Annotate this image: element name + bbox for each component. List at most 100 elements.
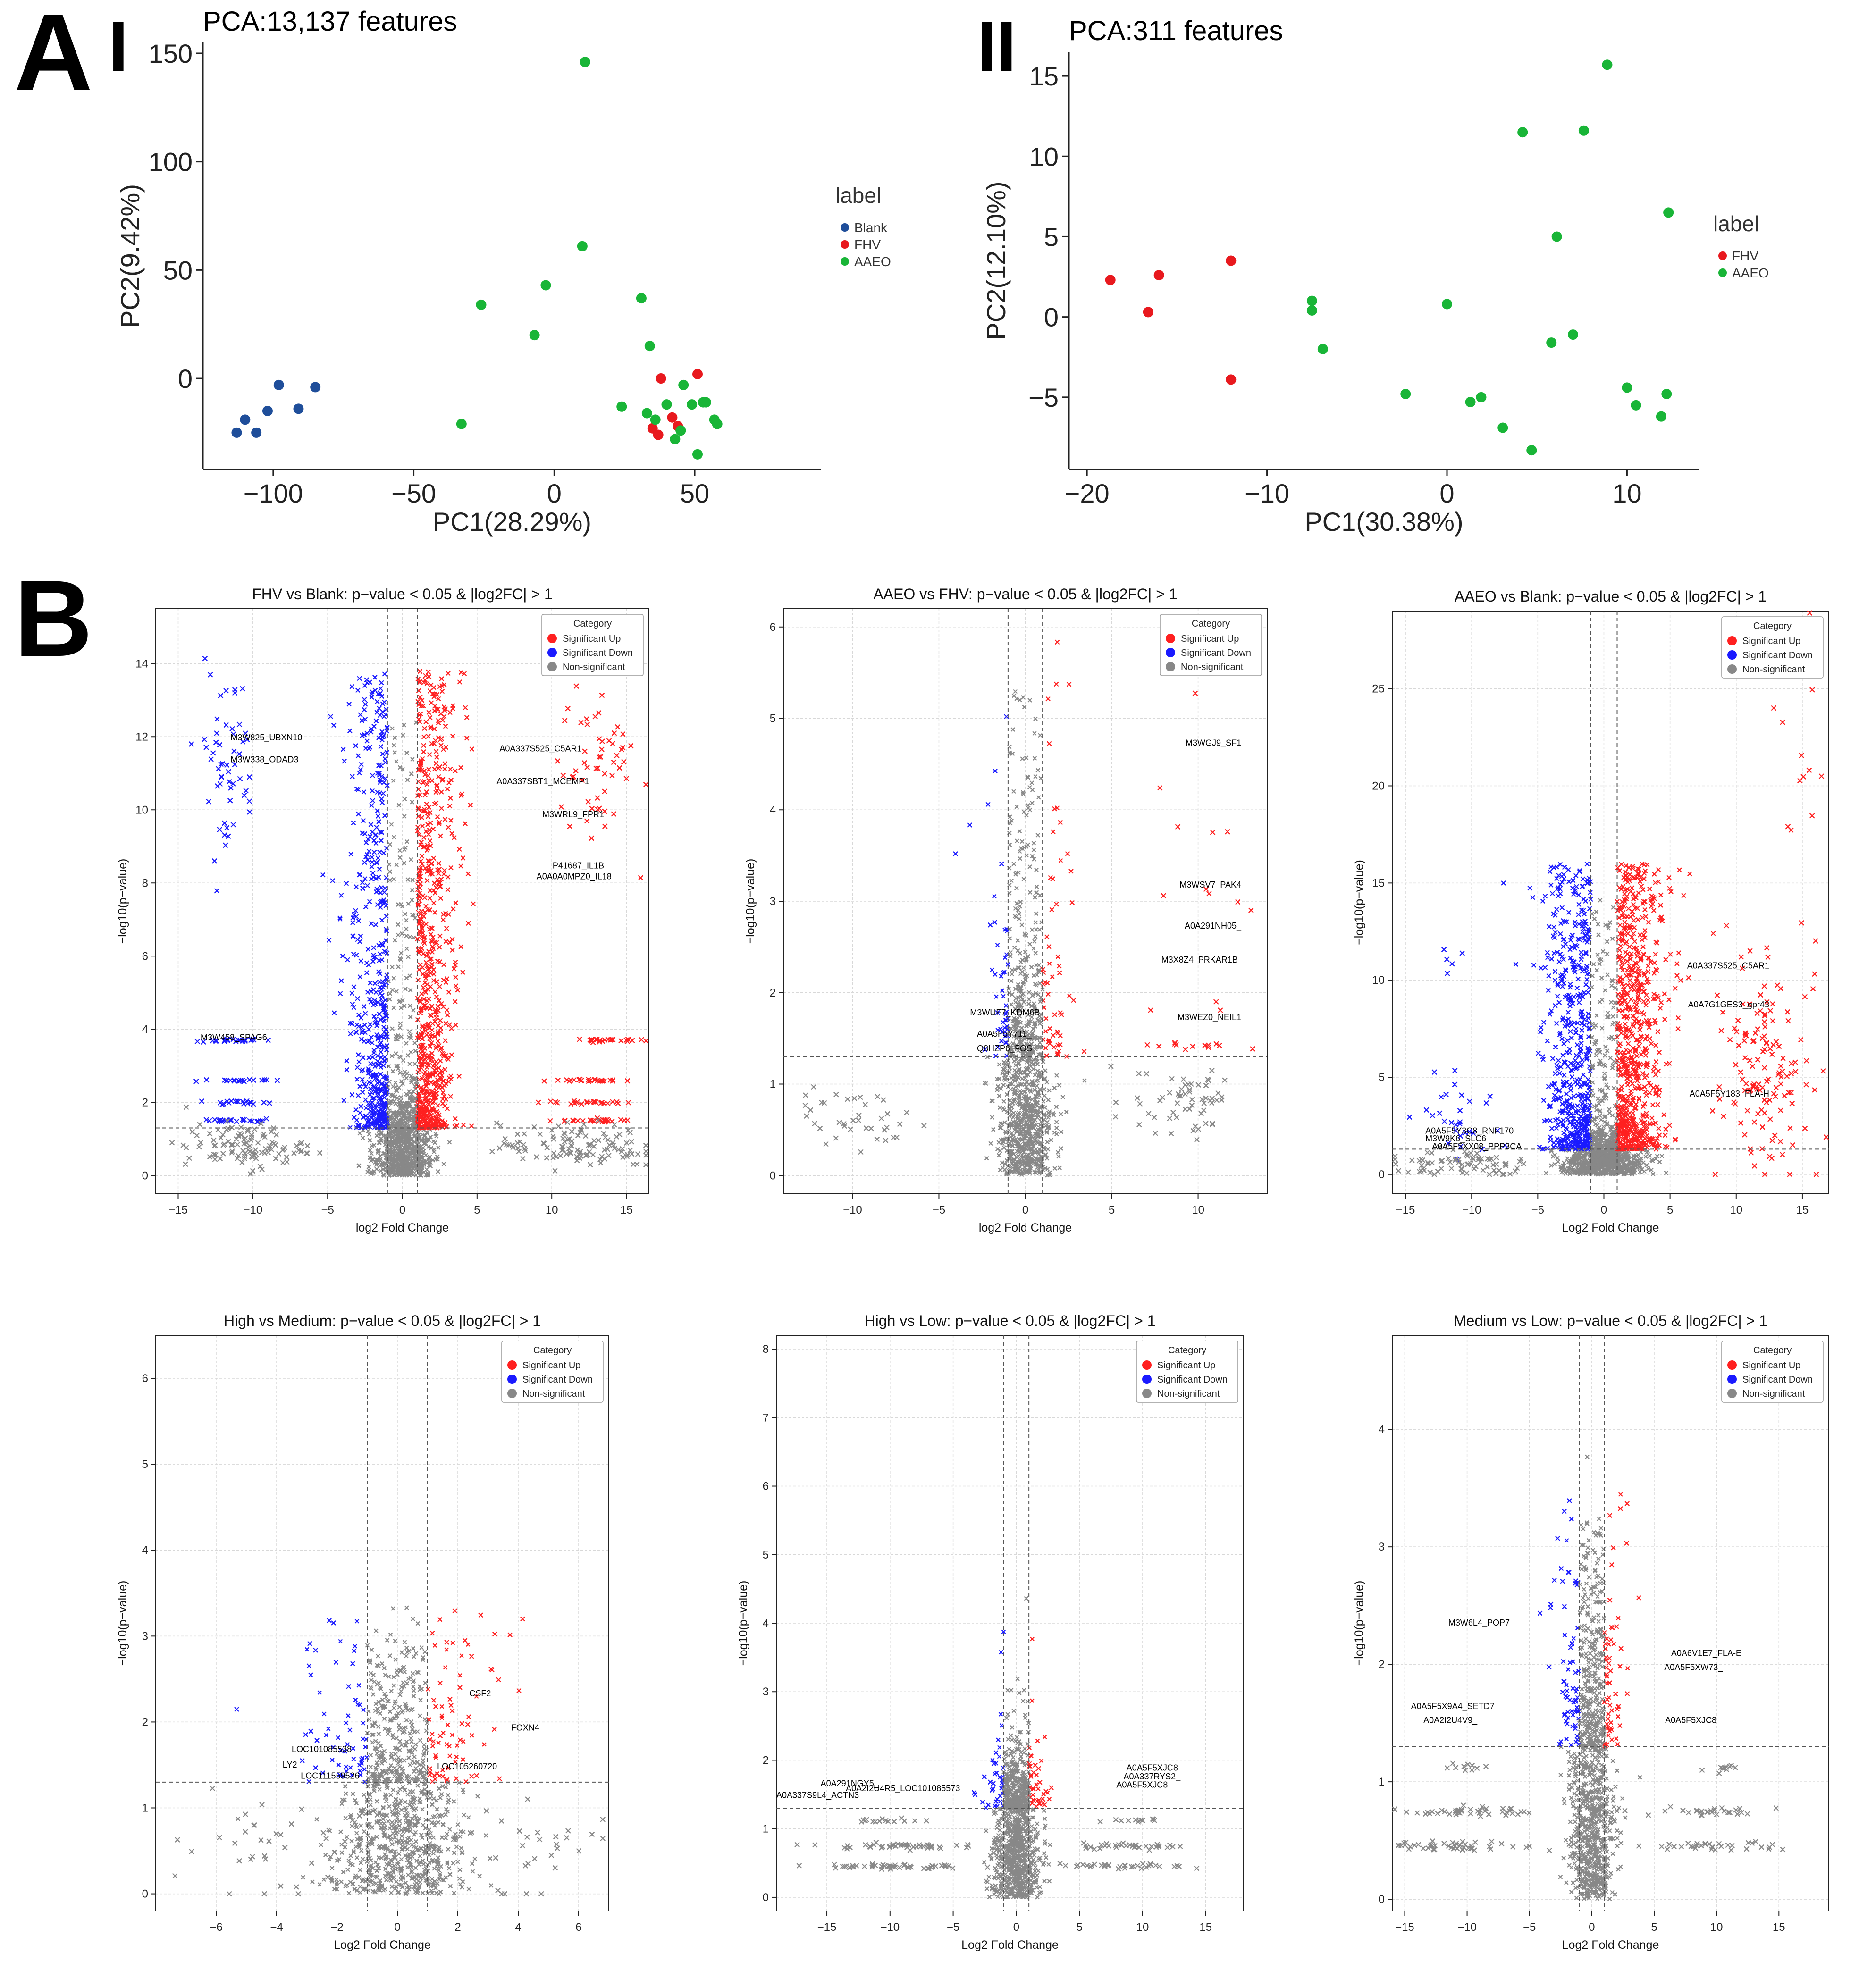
volcano-point-ns: [393, 1165, 398, 1170]
volcano-point-up: [423, 673, 428, 679]
volcano-point-ns: [387, 1154, 392, 1159]
volcano-point-ns: [420, 1155, 425, 1160]
volcano-point-up: [438, 789, 444, 795]
volcano-point-up: [447, 803, 453, 809]
volcano-point-ns: [1182, 1091, 1188, 1097]
volcano-point-ns: [1153, 1130, 1158, 1136]
volcano-point-down: [226, 769, 232, 775]
volcano-point-up: [435, 1072, 440, 1078]
volcano-point-up: [638, 875, 644, 881]
volcano-point-up: [458, 944, 463, 949]
volcano-point-ns: [1001, 1145, 1007, 1150]
x-tick-label: −20: [1065, 478, 1110, 508]
volcano-point-ns: [392, 835, 396, 840]
volcano-point-down: [377, 849, 382, 855]
volcano-point-up: [418, 764, 423, 770]
points-group: [169, 655, 649, 1178]
volcano-point-down: [1003, 1003, 1009, 1008]
y-tick-label: 0: [178, 364, 193, 394]
volcano-point-ns: [1029, 780, 1035, 785]
volcano-point-down: [384, 875, 389, 880]
volcano-point-ns: [845, 1096, 850, 1102]
volcano-point-ns: [397, 1144, 402, 1149]
volcano-point-down: [355, 687, 361, 693]
volcano-point-ns: [391, 976, 396, 981]
volcano-point-up: [428, 820, 433, 826]
volcano-point-ns: [447, 1140, 452, 1145]
volcano-point-ns: [878, 1115, 884, 1122]
y-tick-label: 0: [770, 1169, 776, 1182]
volcano-point-ns: [291, 1150, 297, 1156]
volcano-point-ns: [1008, 814, 1012, 819]
volcano-point-ns: [387, 997, 392, 1002]
volcano-point-up: [419, 839, 424, 845]
volcano-point-up: [433, 738, 438, 743]
volcano-point-ns: [1020, 839, 1025, 844]
volcano-point-ns: [404, 1141, 408, 1146]
volcano-point-up: [438, 743, 444, 748]
volcano-point-up: [432, 766, 437, 772]
volcano-point-up: [424, 789, 429, 795]
volcano-point-ns: [387, 1167, 393, 1172]
volcano-point-up: [420, 1023, 425, 1029]
volcano-point-down: [359, 762, 364, 767]
volcano-point-up: [429, 956, 434, 962]
volcano-point-ns: [390, 964, 395, 970]
volcano-point-ns: [414, 1155, 419, 1160]
volcano-point-down: [370, 1096, 375, 1101]
volcano-point-down: [348, 1125, 353, 1130]
volcano-point-ns: [392, 750, 397, 755]
volcano-point-ns: [520, 1156, 526, 1162]
volcano-point-down: [380, 751, 386, 756]
volcano-point-ns: [581, 1122, 587, 1127]
volcano-point-up: [610, 1099, 615, 1105]
volcano-point-up: [456, 1073, 462, 1079]
volcano-point-ns: [406, 901, 411, 906]
volcano-point-ns: [396, 803, 402, 808]
volcano-point-down: [366, 1055, 371, 1060]
volcano-point-ns: [356, 1163, 362, 1168]
volcano-point-up: [1041, 981, 1046, 987]
volcano-point-ns: [396, 964, 401, 969]
volcano-point-ns: [404, 1041, 409, 1046]
volcano-point-up: [1055, 954, 1060, 959]
volcano-point-up: [415, 828, 420, 834]
volcano-point-up: [1057, 970, 1062, 976]
volcano-point-down: [377, 866, 382, 872]
chart-title: PCA:13,137 features: [203, 6, 457, 37]
data-point-blank: [273, 379, 284, 390]
y-tick-label: 2: [142, 1096, 148, 1109]
volcano-point-down: [357, 974, 363, 980]
volcano-point-ns: [407, 1061, 412, 1066]
volcano-point-down: [363, 1097, 368, 1103]
volcano-point-ns: [391, 743, 396, 748]
volcano-point-down: [364, 970, 370, 975]
volcano-point-ns: [1043, 1068, 1048, 1073]
volcano-point-ns: [531, 1124, 537, 1130]
volcano-point-down: [223, 688, 229, 694]
volcano-point-ns: [833, 1135, 839, 1141]
volcano-point-ns: [412, 1132, 418, 1137]
volcano-point-ns: [803, 1092, 808, 1098]
volcano-point-down: [377, 979, 382, 985]
data-point-blank: [310, 382, 321, 393]
volcano-point-down: [241, 792, 247, 798]
volcano-point-ns: [583, 1153, 589, 1158]
volcano-point-ns: [387, 1160, 392, 1165]
volcano-point-ns: [1045, 1120, 1050, 1124]
volcano-point-ns: [357, 1131, 362, 1136]
volcano-point-ns: [999, 1086, 1003, 1091]
volcano-point-down: [360, 886, 365, 891]
volcano-point-ns: [1027, 1063, 1032, 1067]
volcano-point-up: [446, 989, 452, 995]
volcano-point-ns: [238, 1124, 244, 1130]
legend-title: Category: [573, 619, 612, 629]
volcano-point-ns: [411, 935, 416, 940]
volcano-point-ns: [239, 1160, 245, 1165]
volcano-point-ns: [850, 1117, 856, 1123]
volcano-point-ns: [411, 1146, 416, 1151]
volcano-point-ns: [428, 1135, 433, 1140]
volcano-point-down: [378, 890, 383, 896]
volcano-point-up: [427, 827, 432, 833]
volcano-point-ns: [409, 857, 413, 862]
